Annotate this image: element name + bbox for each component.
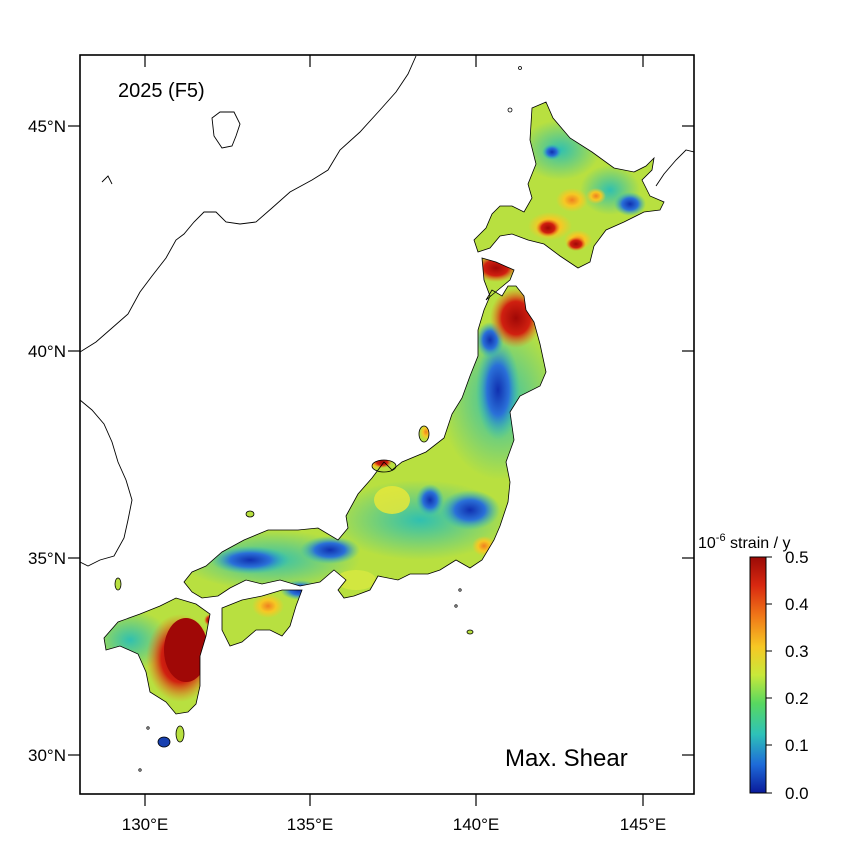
- map-frame: [79, 54, 695, 795]
- lat-tick-label: 35°N: [28, 549, 66, 568]
- japan-coastlines: [103, 66, 665, 772]
- quantity-label: Max. Shear: [505, 745, 628, 772]
- lon-tick-label: 130°E: [122, 815, 169, 834]
- colorbar-tick-label: 0.0: [785, 784, 809, 803]
- lon-tick-label: 135°E: [287, 815, 334, 834]
- colorbar-tick-label: 0.2: [785, 689, 809, 708]
- colorbar-tick-label: 0.4: [785, 595, 809, 614]
- colorbar-tick-label: 0.1: [785, 736, 809, 755]
- lat-tick-label: 30°N: [28, 746, 66, 765]
- colorbar-tick-label: 0.5: [785, 548, 809, 567]
- mainland-coastlines: [80, 55, 694, 567]
- axis-ticks: [68, 55, 694, 806]
- lat-tick-label: 40°N: [28, 342, 66, 361]
- colorbar-title: 10-6 strain / y: [698, 532, 790, 552]
- colorbar: 10-6 strain / y 0.5 0.4 0.3 0.2 0.1 0.0: [698, 532, 809, 803]
- lat-tick-label: 45°N: [28, 117, 66, 136]
- year-label: 2025 (F5): [118, 80, 205, 102]
- colorbar-scale: [749, 556, 767, 794]
- colorbar-tick-label: 0.3: [785, 642, 809, 661]
- lon-tick-label: 140°E: [453, 815, 500, 834]
- lon-tick-label: 145°E: [620, 815, 667, 834]
